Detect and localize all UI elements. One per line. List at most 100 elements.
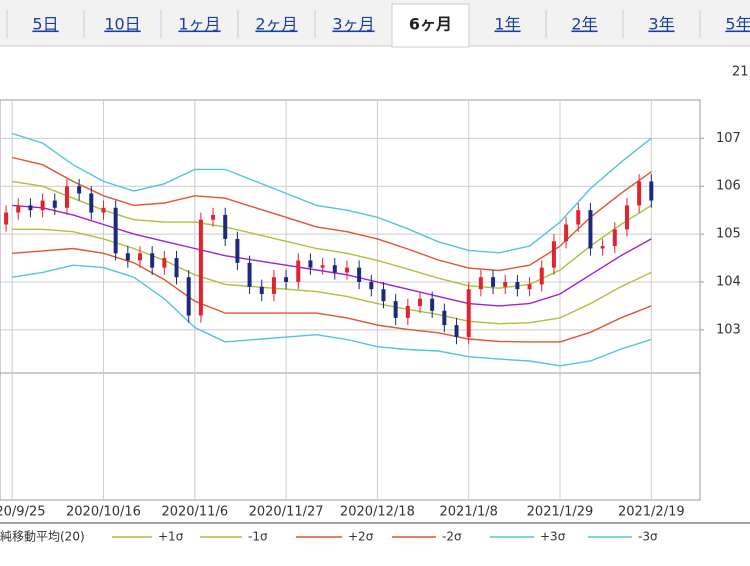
- candle-body: [64, 186, 69, 208]
- x-tick-label: 2020/11/27: [249, 505, 324, 520]
- candle-body: [138, 253, 142, 261]
- candle-body: [649, 181, 654, 201]
- candle-body: [40, 200, 45, 211]
- candle-body: [478, 277, 483, 290]
- tab[interactable]: 1年: [494, 15, 520, 34]
- y-tick-label: 105: [716, 227, 741, 242]
- y-tick-label: 103: [716, 322, 741, 337]
- tab-selected: 6ヶ月: [409, 15, 452, 34]
- candle-body: [405, 305, 410, 318]
- candle-body: [357, 267, 362, 282]
- lower-panel: [0, 372, 701, 501]
- tab[interactable]: 2年: [571, 15, 597, 34]
- candle-body: [588, 210, 593, 249]
- candle-body: [454, 325, 459, 338]
- candle-body: [344, 267, 349, 273]
- candle-body: [16, 205, 21, 213]
- candle-body: [271, 277, 276, 294]
- candle-body: [442, 310, 447, 326]
- candle-body: [539, 267, 544, 285]
- candle-body: [381, 289, 386, 302]
- candle-body: [235, 238, 240, 263]
- price-panel: [0, 99, 701, 374]
- band-line: [12, 247, 652, 343]
- y-tick-label: 106: [716, 179, 741, 194]
- candle-body: [332, 265, 337, 273]
- candle-body: [4, 212, 9, 225]
- candle-body: [576, 210, 581, 225]
- x-tick-label: 2020/12/18: [340, 505, 415, 520]
- x-tick-label: 2020/9/25: [0, 505, 46, 520]
- candle-body: [637, 181, 642, 206]
- candle-body: [600, 246, 605, 249]
- candle-body: [259, 286, 264, 294]
- tab[interactable]: 1ヶ月: [178, 15, 220, 34]
- x-tick-label: 2021/2/19: [618, 505, 685, 520]
- band-line: [12, 156, 652, 272]
- band-line: [11, 132, 652, 254]
- x-tick-label: 2021/1/29: [527, 505, 594, 520]
- legend-label: +2σ: [348, 530, 374, 544]
- candle-body: [211, 214, 216, 220]
- candle-body: [527, 284, 532, 290]
- band-line: [12, 228, 652, 325]
- candle-body: [162, 258, 167, 268]
- legend-label: -3σ: [638, 530, 658, 544]
- candle-body: [247, 262, 252, 287]
- tabs: 5日 10日 1ヶ月 2ヶ月 3ヶ月 6ヶ月 1年 2年 3年 5年: [6, 3, 750, 48]
- candle-body: [466, 289, 471, 338]
- tab[interactable]: 3年: [648, 15, 674, 34]
- candle-body: [515, 282, 520, 290]
- candle-body: [393, 301, 398, 318]
- tab[interactable]: 2ヶ月: [255, 15, 297, 34]
- plot: [4, 132, 654, 367]
- candle-body: [113, 207, 118, 254]
- legend-label: +3σ: [540, 530, 566, 544]
- candle-body: [624, 205, 629, 230]
- tab[interactable]: 10日: [104, 15, 140, 34]
- axes: 103 104 105 106 107 2020/9/25 2020/10/16 2020/1…: [0, 131, 741, 520]
- candle-body: [308, 260, 313, 268]
- tab[interactable]: 5日: [32, 15, 58, 34]
- candle-body: [320, 265, 325, 268]
- candle-body: [564, 224, 569, 242]
- candle-body: [284, 277, 289, 282]
- tab[interactable]: 5年: [725, 15, 750, 34]
- candle-body: [89, 193, 94, 213]
- y-tick-label: 107: [716, 131, 741, 146]
- x-tick-label: 2020/10/16: [66, 505, 141, 520]
- candle-body: [503, 282, 508, 287]
- candle-body: [430, 298, 435, 311]
- band-line: [12, 204, 652, 307]
- candle-body: [174, 258, 179, 278]
- candle-body: [52, 200, 57, 208]
- candle-body: [77, 186, 82, 194]
- candle-body: [125, 253, 130, 261]
- candle-body: [198, 219, 203, 316]
- tab[interactable]: 3ヶ月: [332, 15, 374, 34]
- tab-bar: [0, 0, 750, 46]
- time-label: 21: [732, 65, 749, 80]
- candle-body: [150, 253, 155, 268]
- band-line: [12, 264, 652, 367]
- candle-body: [101, 207, 106, 213]
- x-tick-label: 2021/1/8: [440, 505, 498, 520]
- candle-body: [551, 241, 556, 268]
- legend-label: -2σ: [442, 530, 462, 544]
- tab-selected-bg: [391, 3, 470, 48]
- legend-label: 純移動平均(20): [0, 530, 85, 544]
- candle-body: [223, 214, 228, 239]
- candle-body: [296, 260, 301, 282]
- candle-body: [612, 229, 617, 247]
- legend-label: +1σ: [158, 530, 184, 544]
- legend-label: -1σ: [248, 530, 268, 544]
- candle-body: [28, 205, 33, 211]
- y-tick-label: 104: [716, 275, 741, 290]
- band-line: [12, 180, 652, 289]
- candle-body: [186, 277, 191, 316]
- grid: [0, 100, 700, 500]
- x-tick-label: 2020/11/6: [161, 505, 228, 520]
- candle-body: [418, 298, 422, 306]
